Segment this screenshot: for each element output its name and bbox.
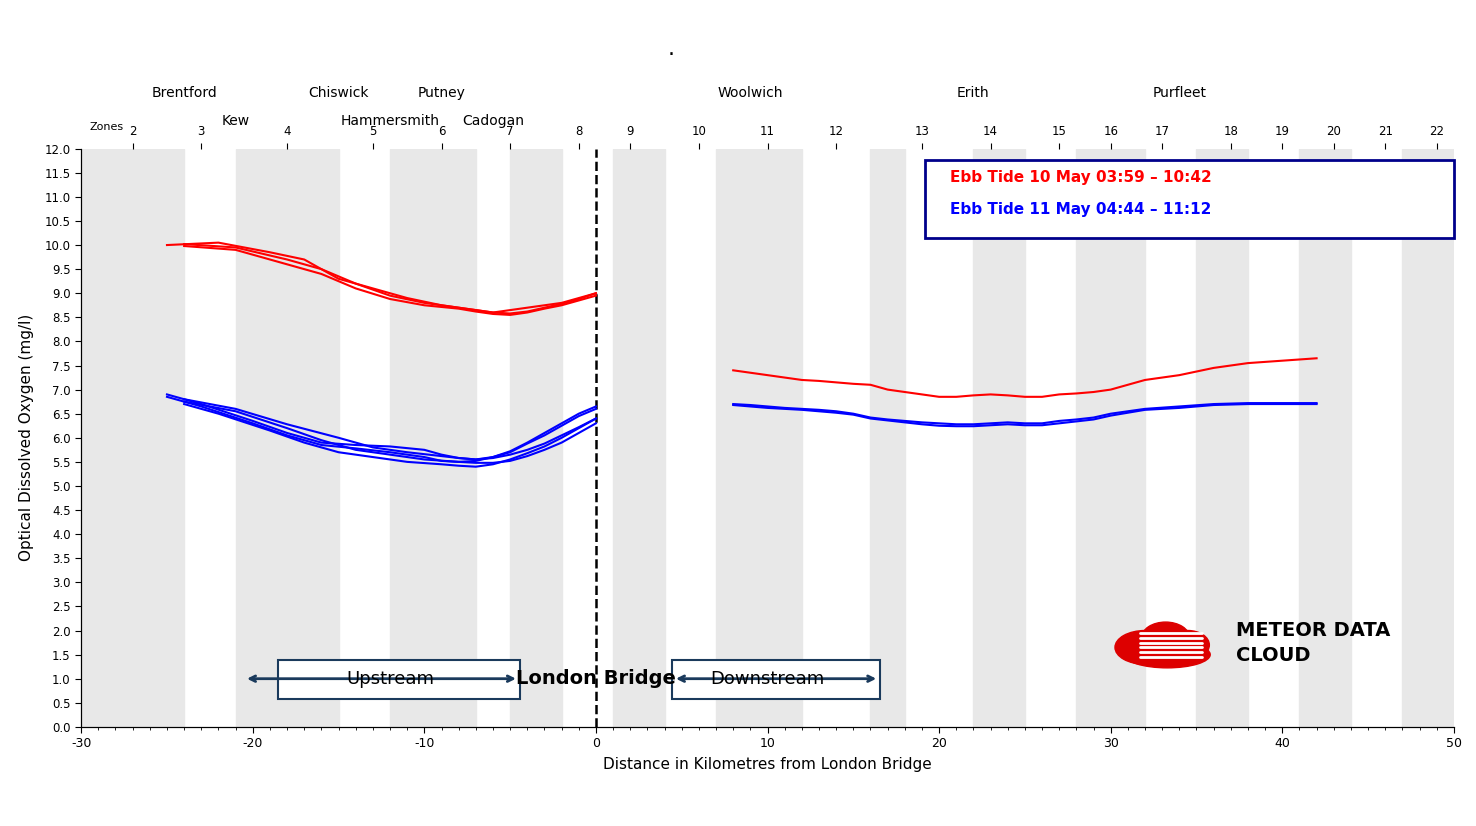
Text: Hammersmith: Hammersmith [341,115,440,129]
Text: Chiswick: Chiswick [308,86,369,100]
X-axis label: Distance in Kilometres from London Bridge: Distance in Kilometres from London Bridg… [604,757,931,772]
FancyBboxPatch shape [925,160,1454,238]
Text: Erith: Erith [956,86,990,100]
Ellipse shape [1125,641,1210,668]
Text: Woolwich: Woolwich [717,86,784,100]
Bar [613,149,664,727]
Text: .: . [669,39,675,59]
Bar [974,149,1024,727]
Bar [511,149,561,727]
Bar [81,149,184,727]
Bar [1299,149,1351,727]
Text: Brentford: Brentford [151,86,217,100]
Bar [390,149,475,727]
Text: Kew: Kew [221,115,249,129]
Bar [871,149,905,727]
Bar [1402,149,1454,727]
Text: Upstream: Upstream [345,670,434,688]
Bar [1076,149,1145,727]
Text: London Bridge: London Bridge [517,669,676,688]
Text: METEOR DATA
CLOUD: METEOR DATA CLOUD [1235,620,1390,665]
Text: Putney: Putney [418,86,465,100]
Text: Ebb Tide 11 May 04:44 – 11:12: Ebb Tide 11 May 04:44 – 11:12 [951,202,1212,217]
Text: Zones: Zones [90,121,124,132]
Bar [1197,149,1249,727]
FancyBboxPatch shape [277,660,520,700]
Ellipse shape [1166,630,1209,659]
Bar [236,149,338,727]
Ellipse shape [1141,622,1190,653]
Bar [716,149,801,727]
Y-axis label: Optical Dissolved Oxygen (mg/l): Optical Dissolved Oxygen (mg/l) [19,314,34,562]
Ellipse shape [1114,630,1175,664]
Text: Ebb Tide 10 May 03:59 – 10:42: Ebb Tide 10 May 03:59 – 10:42 [951,170,1212,185]
Text: Purfleet: Purfleet [1153,86,1206,100]
Text: Downstream: Downstream [710,670,825,688]
FancyBboxPatch shape [672,660,880,700]
Text: Cadogan: Cadogan [462,115,524,129]
